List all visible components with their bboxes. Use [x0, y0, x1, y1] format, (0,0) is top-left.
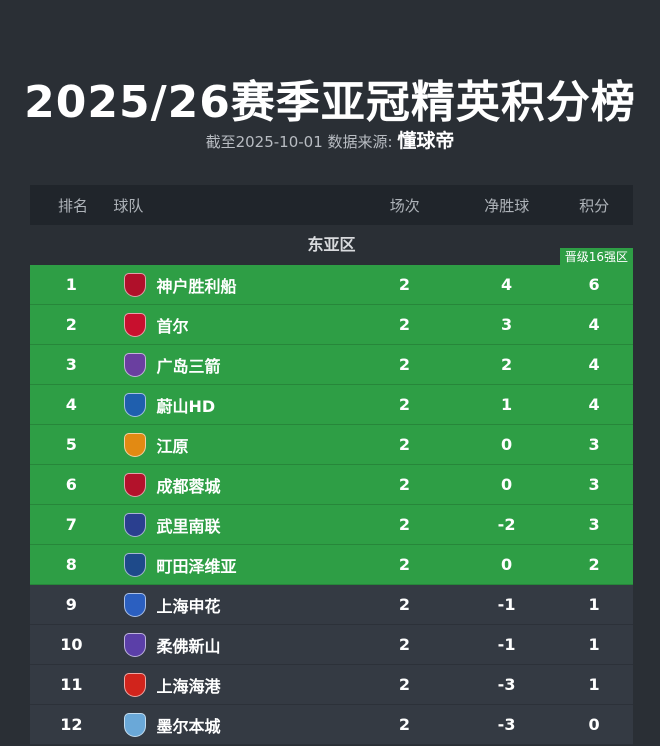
region-name: 东亚区 — [307, 235, 356, 254]
rank: 8 — [65, 555, 77, 574]
goal-diff: 4 — [501, 275, 513, 294]
rank: 12 — [60, 715, 83, 734]
table-row[interactable]: 12 墨尔本城 2 -3 0 — [30, 705, 633, 745]
team-logo-icon — [113, 592, 157, 617]
points: 1 — [588, 635, 600, 654]
qualify-badge: 晋级16强区 — [559, 248, 633, 266]
played: 2 — [398, 395, 411, 414]
table-header: 排名 球队 场次 净胜球 积分 — [30, 185, 633, 225]
table-row[interactable]: 1 神户胜利船 2 4 6 — [30, 265, 633, 305]
played: 2 — [398, 515, 411, 534]
played: 2 — [398, 475, 411, 494]
rank: 6 — [65, 475, 77, 494]
points: 1 — [588, 595, 600, 614]
rank: 11 — [60, 675, 83, 694]
points: 4 — [588, 395, 600, 414]
points: 3 — [588, 515, 600, 534]
page-title: 2025/26赛季亚冠精英积分榜 — [24, 77, 636, 128]
col-rank: 排名 — [58, 196, 89, 215]
team-logo-icon — [113, 392, 157, 417]
played: 2 — [398, 595, 411, 614]
goal-diff: -2 — [497, 515, 516, 534]
table-row[interactable]: 6 成都蓉城 2 0 3 — [30, 465, 633, 505]
goal-diff: -1 — [497, 635, 516, 654]
team-logo-icon — [113, 712, 157, 737]
team-name: 成都蓉城 — [156, 476, 221, 496]
col-played: 场次 — [389, 196, 420, 215]
goal-diff: -1 — [497, 595, 516, 614]
goal-diff: -3 — [497, 675, 516, 694]
col-team: 球队 — [113, 196, 144, 215]
points: 3 — [588, 435, 600, 454]
table-row[interactable]: 5 江原 2 0 3 — [30, 425, 633, 465]
table-row[interactable]: 11 上海海港 2 -3 1 — [30, 665, 633, 705]
goal-diff: 3 — [501, 315, 513, 334]
table-row[interactable]: 7 武里南联 2 -2 3 — [30, 505, 633, 545]
table-row[interactable]: 2 首尔 2 3 4 — [30, 305, 633, 345]
played: 2 — [398, 275, 411, 294]
points: 4 — [588, 315, 600, 334]
goal-diff: 1 — [501, 395, 513, 414]
rank: 2 — [65, 315, 77, 334]
subtitle: 截至2025-10-01 数据来源: 懂球帝 — [0, 126, 660, 153]
rank: 5 — [65, 435, 77, 454]
team-name: 江原 — [156, 436, 189, 456]
played: 2 — [398, 635, 411, 654]
goal-diff: 0 — [501, 435, 513, 454]
table-row[interactable]: 9 上海申花 2 -1 1 — [30, 585, 633, 625]
rank: 7 — [65, 515, 77, 534]
col-points: 积分 — [579, 196, 610, 215]
team-name: 蔚山HD — [156, 396, 216, 416]
team-logo-icon — [113, 432, 157, 457]
team-name: 上海海港 — [156, 676, 221, 696]
table-row[interactable]: 10 柔佛新山 2 -1 1 — [30, 625, 633, 665]
points: 3 — [588, 475, 600, 494]
played: 2 — [398, 355, 411, 374]
team-logo-icon — [113, 472, 157, 497]
standings-table: 排名 球队 场次 净胜球 积分 东亚区 晋级16强区 1 神户胜利船 2 4 6… — [30, 185, 633, 745]
team-name: 上海申花 — [156, 596, 221, 616]
rank: 10 — [60, 635, 83, 654]
team-name: 柔佛新山 — [156, 636, 221, 656]
team-logo-icon — [113, 272, 157, 297]
table-row[interactable]: 8 町田泽维亚 2 0 2 — [30, 545, 633, 585]
team-name: 神户胜利船 — [156, 276, 237, 296]
table-row[interactable]: 3 广岛三箭 2 2 4 — [30, 345, 633, 385]
goal-diff: 0 — [501, 555, 513, 574]
data-source: 懂球帝 — [397, 130, 455, 152]
team-name: 武里南联 — [156, 516, 221, 536]
goal-diff: -3 — [497, 715, 516, 734]
table-row[interactable]: 4 蔚山HD 2 1 4 — [30, 385, 633, 425]
points: 1 — [588, 675, 600, 694]
points: 4 — [588, 355, 600, 374]
points: 2 — [588, 555, 600, 574]
points: 6 — [588, 275, 600, 294]
rank: 9 — [65, 595, 77, 614]
played: 2 — [398, 715, 411, 734]
rank: 4 — [65, 395, 77, 414]
goal-diff: 0 — [501, 475, 513, 494]
played: 2 — [398, 315, 411, 334]
played: 2 — [398, 675, 411, 694]
rank: 3 — [65, 355, 77, 374]
team-logo-icon — [113, 352, 157, 377]
team-logo-icon — [113, 552, 157, 577]
team-name: 墨尔本城 — [156, 716, 221, 736]
goal-diff: 2 — [501, 355, 513, 374]
col-goal-diff: 净胜球 — [484, 196, 530, 215]
team-logo-icon — [113, 672, 157, 697]
team-logo-icon — [113, 312, 157, 337]
played: 2 — [398, 555, 411, 574]
team-name: 首尔 — [156, 316, 189, 336]
team-logo-icon — [113, 512, 157, 537]
region-label: 东亚区 晋级16强区 — [30, 225, 633, 266]
played: 2 — [398, 435, 411, 454]
team-name: 町田泽维亚 — [156, 556, 237, 576]
team-name: 广岛三箭 — [156, 356, 221, 376]
team-logo-icon — [113, 632, 157, 657]
subtitle-date: 截至2025-10-01 数据来源: — [205, 133, 393, 151]
rank: 1 — [65, 275, 77, 294]
points: 0 — [588, 715, 600, 734]
